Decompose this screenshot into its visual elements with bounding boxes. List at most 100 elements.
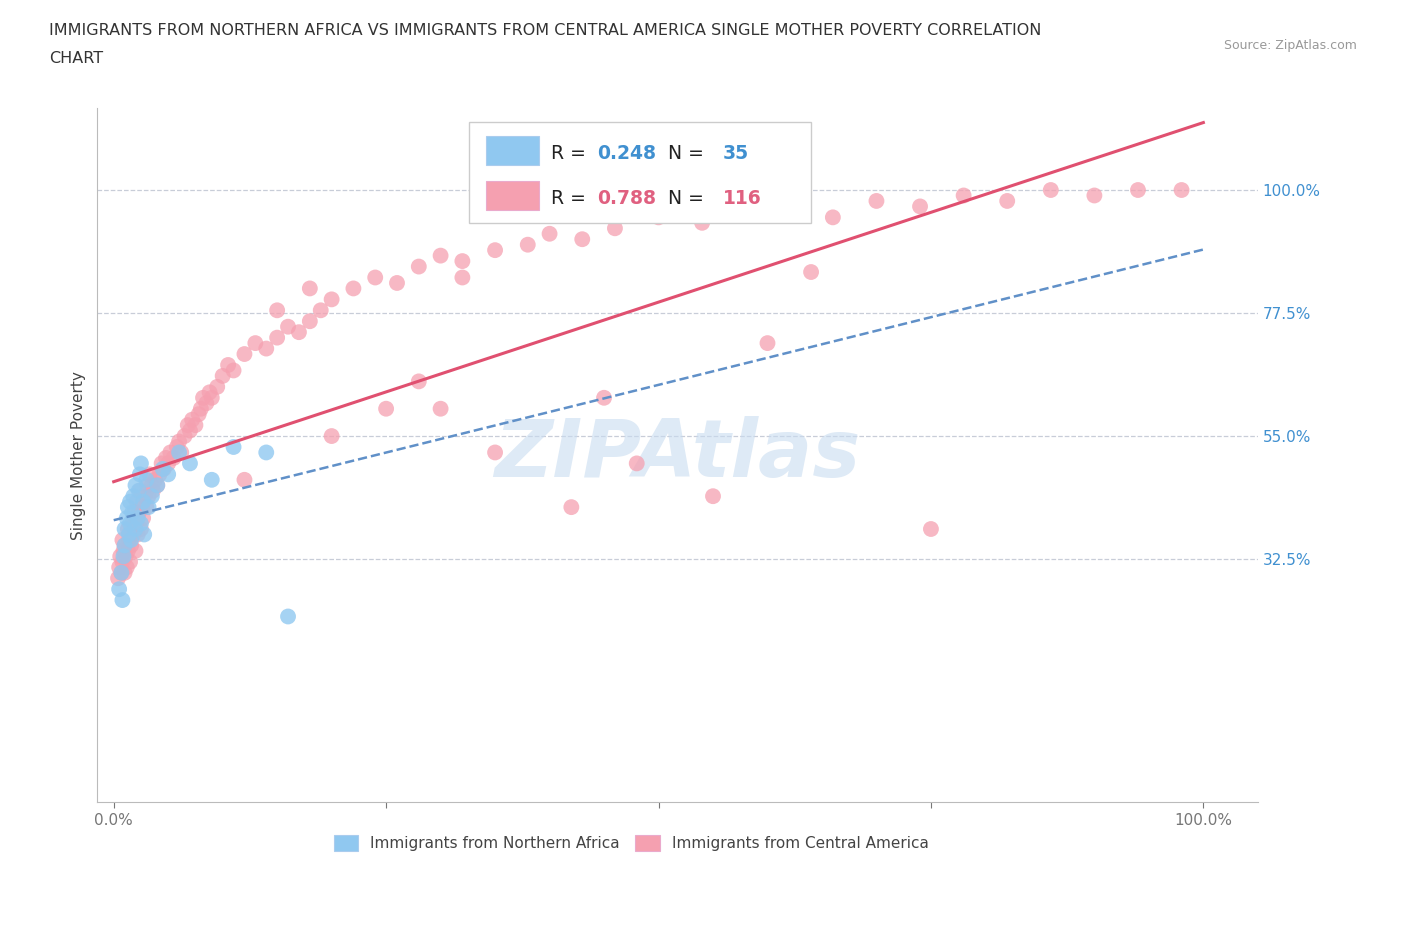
- Point: [120, 538, 142, 552]
- Point: [254, 445, 277, 460]
- Point: [112, 549, 135, 564]
- Point: [179, 456, 201, 471]
- Point: [778, 199, 800, 214]
- Point: [920, 522, 942, 537]
- Point: [142, 484, 165, 498]
- Point: [152, 461, 174, 476]
- Point: [865, 193, 887, 208]
- Point: [217, 357, 239, 372]
- Point: [205, 379, 228, 394]
- Point: [908, 199, 931, 214]
- Text: 0.788: 0.788: [598, 189, 657, 208]
- Point: [122, 489, 145, 504]
- Point: [135, 472, 157, 487]
- Point: [124, 522, 146, 537]
- Point: [233, 347, 256, 362]
- Text: ZIPAtlas: ZIPAtlas: [495, 417, 860, 494]
- Point: [593, 391, 616, 405]
- Point: [141, 489, 163, 504]
- Point: [516, 237, 538, 252]
- Point: [647, 210, 669, 225]
- Point: [484, 243, 506, 258]
- Point: [429, 401, 451, 416]
- Point: [211, 368, 233, 383]
- Point: [198, 385, 221, 400]
- Point: [429, 248, 451, 263]
- Point: [201, 472, 224, 487]
- Point: [135, 499, 157, 514]
- Point: [115, 511, 138, 525]
- Point: [702, 489, 724, 504]
- Point: [179, 423, 201, 438]
- Point: [118, 533, 141, 548]
- Point: [132, 511, 155, 525]
- Text: 35: 35: [723, 144, 749, 163]
- Point: [124, 505, 146, 520]
- Point: [121, 516, 143, 531]
- Point: [166, 440, 188, 455]
- Point: [167, 434, 190, 449]
- Point: [159, 445, 181, 460]
- Text: IMMIGRANTS FROM NORTHERN AFRICA VS IMMIGRANTS FROM CENTRAL AMERICA SINGLE MOTHER: IMMIGRANTS FROM NORTHERN AFRICA VS IMMIG…: [49, 23, 1042, 38]
- FancyBboxPatch shape: [468, 122, 811, 222]
- Point: [111, 533, 134, 548]
- Point: [385, 275, 408, 290]
- Point: [146, 478, 169, 493]
- Point: [108, 560, 131, 575]
- Point: [111, 554, 134, 569]
- Point: [222, 440, 245, 455]
- Point: [136, 478, 159, 493]
- Point: [117, 522, 139, 537]
- Text: R =: R =: [551, 144, 592, 163]
- Point: [266, 330, 288, 345]
- Point: [451, 270, 474, 285]
- Point: [321, 292, 343, 307]
- Point: [120, 533, 142, 548]
- FancyBboxPatch shape: [486, 137, 540, 166]
- Point: [128, 484, 150, 498]
- Point: [127, 527, 149, 542]
- Point: [118, 554, 141, 569]
- Point: [342, 281, 364, 296]
- Point: [484, 445, 506, 460]
- Point: [298, 313, 321, 328]
- Point: [129, 456, 152, 471]
- Point: [375, 401, 398, 416]
- Point: [408, 374, 430, 389]
- Point: [153, 461, 176, 476]
- Point: [150, 456, 173, 471]
- Point: [821, 210, 844, 225]
- Text: CHART: CHART: [49, 51, 103, 66]
- Point: [110, 549, 132, 564]
- Point: [134, 527, 156, 542]
- Point: [288, 325, 311, 339]
- Point: [138, 489, 160, 504]
- Point: [157, 456, 180, 471]
- Point: [187, 406, 209, 421]
- Point: [131, 499, 153, 514]
- Point: [167, 445, 190, 460]
- Y-axis label: Single Mother Poverty: Single Mother Poverty: [72, 371, 86, 539]
- Point: [108, 581, 131, 596]
- Point: [114, 565, 136, 580]
- Point: [122, 527, 145, 542]
- Point: [118, 516, 141, 531]
- Point: [118, 527, 141, 542]
- Point: [107, 571, 129, 586]
- Point: [190, 401, 212, 416]
- Point: [173, 429, 195, 444]
- Point: [298, 281, 321, 296]
- Point: [177, 418, 200, 432]
- Point: [127, 511, 149, 525]
- Point: [138, 499, 160, 514]
- Point: [995, 193, 1018, 208]
- Point: [132, 494, 155, 509]
- FancyBboxPatch shape: [486, 181, 540, 210]
- Point: [128, 467, 150, 482]
- Point: [111, 592, 134, 607]
- Point: [1083, 188, 1105, 203]
- Point: [134, 489, 156, 504]
- Point: [233, 472, 256, 487]
- Point: [321, 429, 343, 444]
- Text: N =: N =: [655, 189, 710, 208]
